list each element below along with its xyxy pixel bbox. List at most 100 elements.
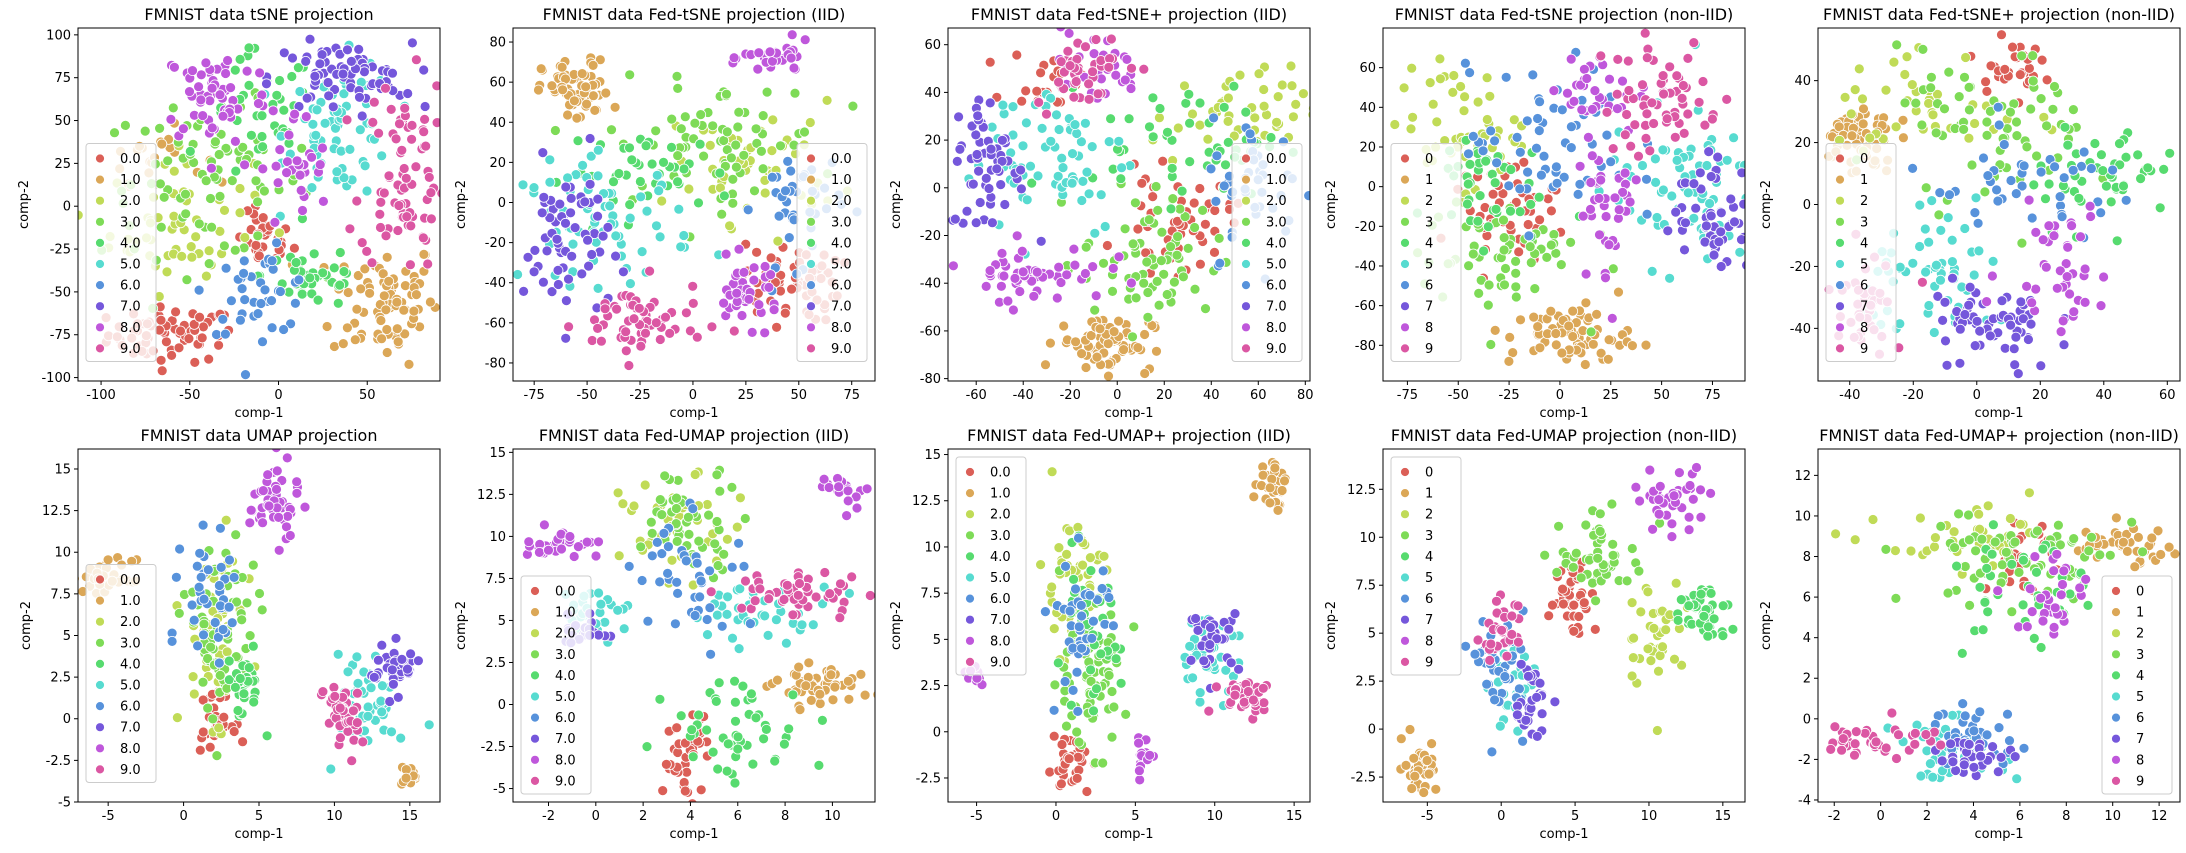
data-point (1715, 226, 1727, 238)
data-point (396, 144, 408, 156)
data-point (2107, 164, 2119, 176)
data-point (1214, 257, 1226, 269)
data-point (257, 163, 269, 175)
data-point (348, 734, 360, 746)
chart-title: FMNIST data Fed-tSNE projection (non-IID… (1395, 5, 1734, 24)
cluster-4 (223, 640, 273, 742)
data-point (1051, 109, 1062, 121)
data-point (535, 63, 547, 75)
axes-frame (947, 448, 1311, 803)
data-point (213, 657, 225, 669)
data-point (1389, 119, 1401, 130)
data-point (418, 248, 430, 260)
data-point (1184, 156, 1196, 168)
data-point (424, 296, 436, 308)
data-point (543, 544, 554, 556)
data-point (613, 168, 625, 179)
data-point (1085, 676, 1097, 687)
legend-label: 5.0 (120, 258, 141, 273)
data-point (1107, 285, 1118, 297)
legend-marker (1241, 174, 1251, 185)
data-point (194, 547, 206, 559)
data-point (1409, 770, 1421, 782)
legend-marker (806, 153, 816, 164)
data-point (192, 640, 204, 652)
data-point (710, 696, 722, 707)
data-point (1223, 623, 1235, 635)
data-point (1081, 166, 1093, 178)
data-point (1523, 230, 1535, 242)
data-point (646, 528, 658, 539)
data-point (662, 568, 673, 579)
data-point (995, 179, 1007, 191)
data-point (1218, 101, 1230, 113)
data-point (1026, 177, 1038, 189)
data-point (701, 499, 713, 510)
legend-label: 7 (1425, 300, 1433, 315)
data-point (1589, 85, 1601, 96)
data-point (571, 112, 583, 124)
cluster-9 (1203, 677, 1272, 725)
data-point (399, 280, 411, 292)
legend-marker (965, 657, 975, 667)
data-point (1682, 53, 1694, 64)
data-point (1621, 109, 1632, 120)
data-point (984, 56, 996, 68)
data-point (1194, 696, 1206, 708)
data-point (1115, 173, 1127, 185)
chart-title: FMNIST data Fed-UMAP projection (IID) (539, 426, 849, 445)
data-point (772, 235, 784, 247)
data-point (405, 648, 417, 660)
data-point (787, 689, 799, 701)
data-point (229, 682, 241, 693)
data-point (376, 150, 388, 162)
data-point (1707, 113, 1718, 125)
data-point (635, 191, 647, 203)
data-point (565, 192, 577, 204)
y-tick-label: 15 (489, 446, 506, 461)
data-point (1406, 62, 1418, 74)
data-point (1987, 270, 1998, 282)
data-point (294, 169, 306, 181)
data-point (2005, 106, 2016, 118)
data-point (278, 104, 290, 116)
data-point (297, 205, 308, 216)
data-point (400, 772, 412, 784)
data-point (769, 755, 781, 767)
data-point (1233, 663, 1244, 675)
data-point (1118, 344, 1129, 356)
data-point (254, 67, 266, 79)
data-point (1541, 251, 1553, 263)
data-point (584, 178, 596, 190)
data-point (342, 666, 354, 678)
data-point (673, 203, 685, 215)
data-point (745, 618, 756, 629)
data-point (202, 702, 214, 714)
data-point (1914, 241, 1925, 252)
data-point (2120, 194, 2132, 206)
data-point (351, 687, 363, 699)
data-point (261, 730, 273, 742)
data-point (444, 213, 454, 223)
data-point (517, 179, 529, 191)
data-point (188, 318, 200, 330)
x-tick-label: 60 (1250, 388, 1267, 403)
data-point (206, 122, 218, 134)
data-point (1083, 93, 1095, 105)
data-point (1086, 633, 1098, 644)
data-point (381, 324, 393, 335)
data-point (1984, 330, 1996, 342)
data-point (207, 713, 219, 725)
data-point (256, 604, 268, 616)
data-point (184, 86, 195, 97)
data-point (1264, 482, 1276, 494)
data-point (259, 284, 271, 296)
x-tick-label: 80 (1297, 388, 1314, 403)
legend-marker (806, 237, 816, 248)
data-point (1011, 230, 1023, 242)
data-point (1222, 116, 1234, 127)
data-point (1147, 92, 1159, 104)
data-point (2005, 319, 2016, 331)
data-point (1999, 64, 2011, 75)
